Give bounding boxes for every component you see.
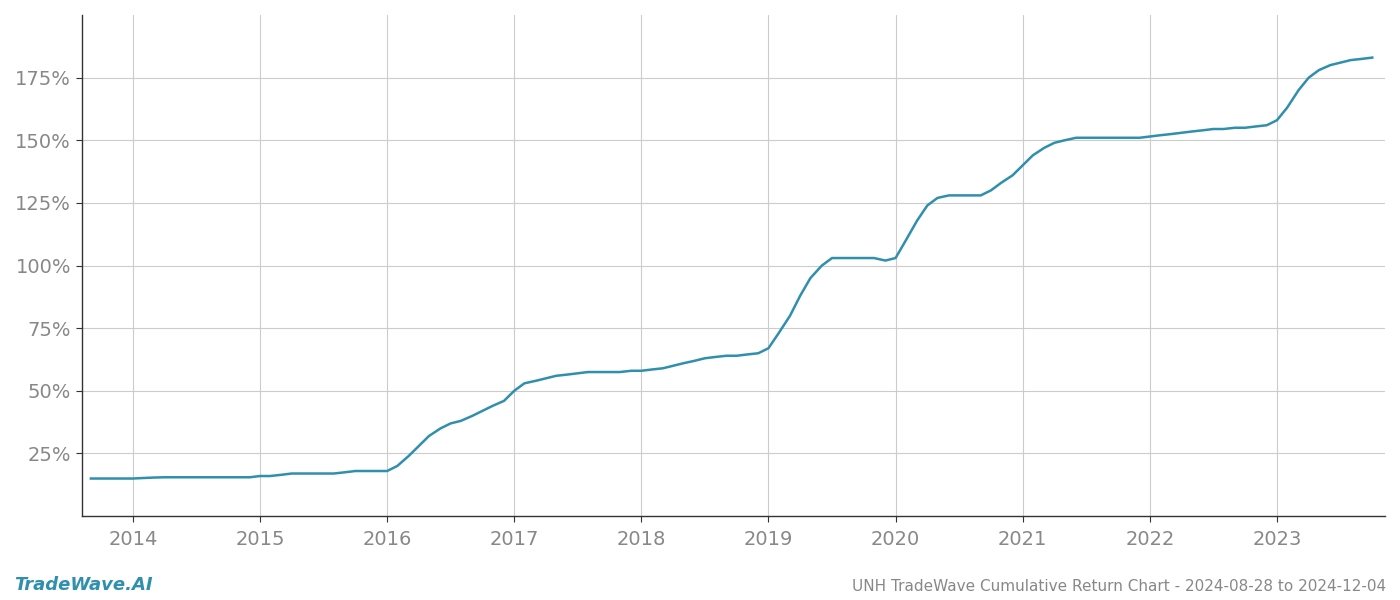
Text: UNH TradeWave Cumulative Return Chart - 2024-08-28 to 2024-12-04: UNH TradeWave Cumulative Return Chart - … bbox=[851, 579, 1386, 594]
Text: TradeWave.AI: TradeWave.AI bbox=[14, 576, 153, 594]
